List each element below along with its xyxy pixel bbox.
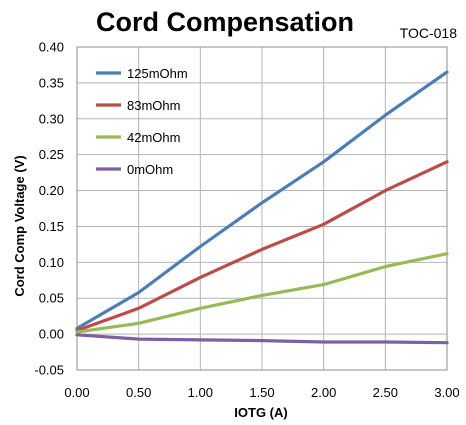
grid — [76, 46, 448, 371]
y-axis-label: Cord Comp Voltage (V) — [12, 155, 27, 296]
legend-label-83mOhm: 83mOhm — [127, 98, 180, 113]
legend-label-42mOhm: 42mOhm — [127, 130, 180, 145]
legend-label-125mOhm: 125mOhm — [127, 66, 188, 81]
y-tick-label: -0.05 — [34, 363, 64, 378]
x-tick-label: 2.50 — [373, 385, 398, 400]
y-tick-label: 0.10 — [39, 255, 64, 270]
y-tick-label: 0.40 — [39, 40, 64, 55]
y-tick-label: 0.05 — [39, 291, 64, 306]
y-tick-label: 0.20 — [39, 183, 64, 198]
x-axis-label: IOTG (A) — [234, 405, 287, 420]
series-line-125mOhm — [75, 70, 449, 330]
axes: -0.050.000.050.100.150.200.250.300.350.4… — [34, 40, 459, 401]
series-line-83mOhm — [75, 160, 449, 333]
x-tick-label: 3.00 — [434, 385, 459, 400]
y-tick-label: 0.15 — [39, 219, 64, 234]
x-tick-label: 2.00 — [311, 385, 336, 400]
series-line-42mOhm — [75, 252, 449, 334]
plot-area-border — [76, 46, 448, 371]
x-tick-label: 0.50 — [126, 385, 151, 400]
x-tick-label: 0.00 — [64, 385, 89, 400]
series-lines — [75, 70, 449, 345]
series-line-0mOhm — [75, 333, 449, 345]
chart-title: Cord Compensation — [96, 7, 354, 37]
legend-label-0mOhm: 0mOhm — [127, 162, 173, 177]
chart-tag: TOC-018 — [400, 25, 458, 41]
y-tick-label: 0.00 — [39, 327, 64, 342]
x-tick-label: 1.50 — [249, 385, 274, 400]
x-tick-label: 1.00 — [188, 385, 213, 400]
legend: 125mOhm 83mOhm 42mOhm 0mOhm — [96, 66, 188, 177]
y-tick-label: 0.35 — [39, 75, 64, 90]
y-tick-label: 0.25 — [39, 147, 64, 162]
y-tick-label: 0.30 — [39, 111, 64, 126]
